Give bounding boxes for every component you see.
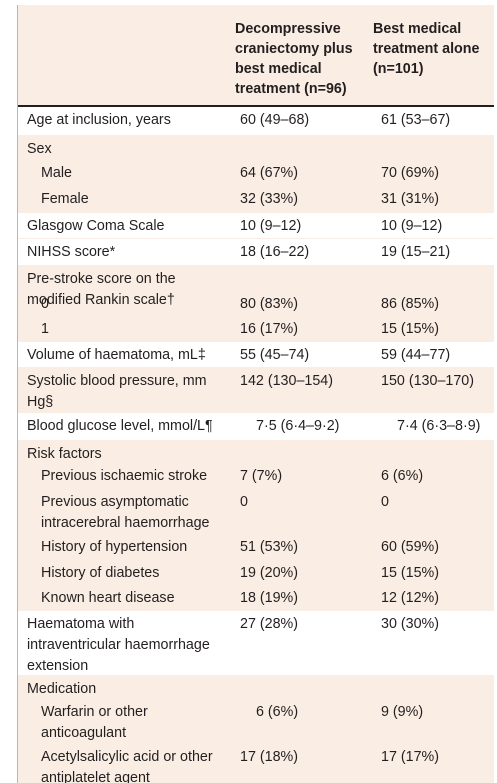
craniectomy-value: 7 (7%) [240,468,283,484]
medical-value: 30 (30%) [381,616,440,632]
table-row: Sex [17,136,494,160]
table-row: Volume of haematoma, mL‡ 55 (45–74) 59 (44… [17,342,494,367]
row-label: Sex [27,141,52,157]
craniectomy-value: 27 (28%) [240,616,299,632]
craniectomy-value: 17 (18%) [240,749,299,765]
row-label: Previous asymptomatic intracerebral haem… [41,494,210,531]
medical-value: 59 (44–77) [381,347,451,363]
medical-value: 7·4 (6·3–8·9) [397,418,481,434]
row-label: Male [41,165,72,181]
craniectomy-value: 0 [240,494,248,510]
table-row: 0 80 (83%) 86 (85%) [17,291,494,316]
craniectomy-value: 7·5 (6·4–9·2) [256,418,340,434]
table-row: Systolic blood pressure, mm Hg§ 142 (130–… [17,368,494,412]
panel-left-border [17,5,18,783]
row-label: Acetylsalicylic acid or other antiplatel… [41,749,213,783]
column-header-craniectomy: Decompressive craniectomy plus best medi… [235,21,353,97]
craniectomy-value: 32 (33%) [240,191,299,207]
row-label: Glasgow Coma Scale [27,218,165,234]
table-panel: Decompressive craniectomy plus best medi… [17,5,494,783]
row-label: Known heart disease [41,590,175,606]
craniectomy-value: 10 (9–12) [240,218,302,234]
table-row: Previous ischaemic stroke 7 (7%) 6 (6%) [17,463,494,489]
table-row: Haematoma with intraventricular haemorrh… [17,611,494,675]
table-row: Warfarin or other anticoagulant 6 (6%) 9 (… [17,699,494,744]
medical-value: 86 (85%) [381,296,440,312]
table-row: Female 32 (33%) 31 (31%) [17,186,494,212]
craniectomy-value: 64 (67%) [240,165,299,181]
medical-value: 0 [381,494,389,510]
craniectomy-value: 142 (130–154) [240,373,334,389]
table-row: Blood glucose level, mmol/L¶ 7·5 (6·4–9·2… [17,413,494,440]
row-label: Previous ischaemic stroke [41,468,208,484]
medical-value: 19 (15–21) [381,244,451,260]
medical-value: 12 (12%) [381,590,440,606]
table-header: Decompressive craniectomy plus best medi… [17,5,494,105]
row-label: Risk factors [27,446,102,462]
table-row: History of diabetes 19 (20%) 15 (15%) [17,560,494,585]
row-label: Female [41,191,89,207]
craniectomy-value: 80 (83%) [240,296,299,312]
medical-value: 150 (130–170) [381,373,475,389]
row-label: Medication [27,681,97,697]
table-row: Acetylsalicylic acid or other antiplatel… [17,744,494,783]
column-header-medical: Best medical treatment alone (n=101) [373,21,480,77]
table-row: Glasgow Coma Scale 10 (9–12) 10 (9–12) [17,213,494,238]
row-label: Haematoma with intraventricular haemorrh… [27,616,210,674]
craniectomy-value: 6 (6%) [256,704,299,720]
row-label: Blood glucose level, mmol/L¶ [27,418,213,434]
table-row: Male 64 (67%) 70 (69%) [17,160,494,186]
table-row: 1 16 (17%) 15 (15%) [17,316,494,341]
table-row: History of hypertension 51 (53%) 60 (59%) [17,534,494,560]
table-row: NIHSS score* 18 (16–22) 19 (15–21) [17,239,494,265]
medical-value: 61 (53–67) [381,112,451,128]
medical-value: 31 (31%) [381,191,440,207]
row-label: Age at inclusion, years [27,112,171,128]
craniectomy-value: 18 (16–22) [240,244,310,260]
row-label: NIHSS score* [27,244,116,260]
craniectomy-value: 16 (17%) [240,321,299,337]
header-divider [17,105,494,107]
table-row: Medication [17,676,494,699]
table-row: Previous asymptomatic intracerebral haem… [17,489,494,534]
row-label: History of hypertension [41,539,188,555]
medical-value: 60 (59%) [381,539,440,555]
craniectomy-value: 55 (45–74) [240,347,310,363]
row-label: 0 [41,296,49,312]
craniectomy-value: 60 (49–68) [240,112,310,128]
medical-value: 9 (9%) [381,704,424,720]
medical-value: 70 (69%) [381,165,440,181]
medical-value: 15 (15%) [381,565,440,581]
medical-value: 17 (17%) [381,749,440,765]
table-row: Risk factors [17,441,494,463]
medical-value: 10 (9–12) [381,218,443,234]
craniectomy-value: 51 (53%) [240,539,299,555]
row-label: Pre-stroke score on the modified Rankin … [27,271,176,308]
row-label: Volume of haematoma, mL‡ [27,347,206,363]
table-row: Pre-stroke score on the modified Rankin … [17,266,494,308]
row-label: Warfarin or other anticoagulant [41,704,148,741]
medical-value: 6 (6%) [381,468,424,484]
craniectomy-value: 19 (20%) [240,565,299,581]
table-row: Age at inclusion, years 60 (49–68) 61 (53–… [17,107,494,135]
medical-value: 15 (15%) [381,321,440,337]
row-label: Systolic blood pressure, mm Hg§ [27,373,207,410]
table-row: Known heart disease 18 (19%) 12 (12%) [17,585,494,610]
row-label: History of diabetes [41,565,160,581]
row-label: 1 [41,321,49,337]
craniectomy-value: 18 (19%) [240,590,299,606]
